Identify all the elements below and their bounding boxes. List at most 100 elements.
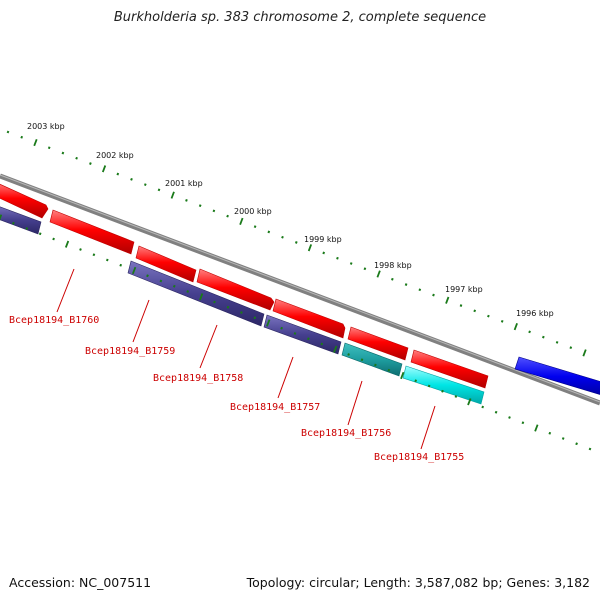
scale-minor-tick: [387, 368, 391, 372]
map-title: Burkholderia sp. 383 chromosome 2, compl…: [113, 10, 487, 25]
scale-major-tick: [266, 319, 271, 327]
scale-minor-tick: [253, 316, 257, 320]
gene-arrow-forward: [410, 349, 489, 389]
scale-minor-tick: [105, 258, 109, 262]
scale-minor-tick: [363, 267, 367, 271]
scale-minor-tick: [441, 389, 444, 393]
gene-label[interactable]: Bcep18194_B1756: [301, 428, 391, 439]
gene-label[interactable]: Bcep18194_B1760: [9, 315, 99, 326]
scale-minor-tick: [47, 146, 51, 150]
sequence-backbone: [0, 173, 600, 406]
scale-minor-tick: [75, 156, 78, 160]
gene-arrow-forward: [49, 209, 135, 255]
scale-label: 1999 kbp: [304, 235, 342, 244]
scale-minor-tick: [226, 305, 230, 309]
scale-minor-tick: [38, 232, 42, 236]
scale-minor-tick: [487, 314, 490, 318]
scale-label: 1998 kbp: [374, 261, 412, 270]
scale-minor-tick: [25, 227, 29, 230]
scale-minor-tick: [293, 332, 297, 335]
scale-minor-tick: [6, 130, 10, 134]
scale-label: 2000 kbp: [234, 207, 272, 216]
scale-minor-tick: [521, 421, 525, 425]
scale-major-tick: [0, 214, 3, 221]
gene-label[interactable]: Bcep18194_B1757: [230, 402, 320, 413]
scale-minor-tick: [119, 263, 123, 267]
scale-minor-tick: [336, 256, 339, 260]
scale-minor-tick: [226, 214, 229, 218]
scale-minor-tick: [322, 251, 326, 255]
scale-minor-tick: [79, 248, 82, 251]
sequence-backbone-highlight: [0, 174, 600, 403]
scale-label: 1996 kbp: [516, 309, 554, 318]
scale-minor-tick: [186, 290, 190, 293]
scale-minor-tick: [92, 253, 96, 257]
gene-arrow-forward: [272, 298, 346, 339]
scale-minor-tick: [494, 410, 498, 414]
gene-arrow-forward: [196, 268, 275, 311]
gene-labels: Bcep18194_B1760 Bcep18194_B1759 Bcep1819…: [9, 315, 464, 463]
gene-arrow-forward: [0, 183, 49, 219]
scale-minor-tick: [12, 221, 15, 225]
scale-major-tick: [307, 244, 313, 252]
scale-major-tick: [400, 371, 405, 380]
scale-minor-tick: [588, 447, 592, 451]
scale-minor-tick: [391, 277, 394, 281]
scale-minor-tick: [500, 319, 504, 323]
scale-minor-tick: [240, 311, 243, 314]
scale-major-tick: [513, 322, 518, 331]
scale-minor-tick: [198, 204, 202, 208]
scale-major-tick: [199, 293, 204, 301]
scale-minor-tick: [157, 188, 161, 192]
scale-minor-tick: [89, 162, 92, 165]
scale-minor-tick: [404, 283, 408, 286]
scale-major-tick: [64, 240, 70, 248]
scale-major-tick: [33, 138, 38, 147]
scale-minor-tick: [307, 337, 310, 341]
scale-minor-tick: [253, 225, 257, 229]
scale-major-tick: [467, 398, 472, 406]
gene-arrow-reverse: [127, 260, 265, 327]
gene-arrow-reverse: [341, 342, 403, 377]
scale-minor-tick: [555, 341, 559, 344]
scale-minor-tick: [473, 309, 477, 313]
scale-minor-tick: [61, 151, 65, 155]
scale-major-tick: [445, 296, 450, 304]
scale-minor-tick: [418, 288, 422, 292]
sequence-summary: Topology: circular; Length: 3,587,082 bp…: [246, 575, 590, 590]
scale-minor-tick: [52, 237, 55, 241]
scale-minor-tick: [374, 363, 377, 367]
scale-minor-tick: [159, 279, 163, 283]
accession-text: Accession: NC_007511: [9, 575, 152, 590]
scale-label: 2003 kbp: [27, 122, 65, 131]
gene-label[interactable]: Bcep18194_B1758: [153, 373, 243, 384]
scale-minor-tick: [528, 330, 531, 334]
scale-minor-tick: [548, 431, 552, 435]
scale-minor-tick: [281, 235, 284, 239]
scale-major-tick: [376, 270, 381, 278]
scale-minor-tick: [185, 198, 188, 202]
gene-label[interactable]: Bcep18194_B1759: [85, 346, 175, 357]
scale-major-tick: [582, 349, 587, 357]
scale-minor-tick: [212, 209, 216, 213]
outer-scale-labels: 2003 kbp 2002 kbp 2001 kbp 2000 kbp 1999 kbp…: [27, 122, 554, 318]
scale-major-tick: [170, 191, 175, 199]
scale-minor-tick: [459, 304, 463, 307]
inner-scale-ticks: [0, 214, 592, 451]
scale-minor-tick: [414, 379, 418, 383]
scale-minor-tick: [320, 342, 324, 346]
scale-minor-tick: [213, 300, 216, 304]
scale-minor-tick: [569, 346, 573, 350]
scale-minor-tick: [508, 416, 511, 419]
forward-genes: [0, 183, 489, 389]
scale-minor-tick: [432, 293, 435, 297]
scale-minor-tick: [267, 230, 271, 234]
gene-arrow-reverse: [0, 206, 42, 235]
gene-label[interactable]: Bcep18194_B1755: [374, 452, 464, 463]
scale-major-tick: [333, 345, 338, 353]
gene-label-leaders: [56, 268, 436, 450]
scale-minor-tick: [143, 183, 147, 186]
feature-block: [514, 356, 600, 395]
